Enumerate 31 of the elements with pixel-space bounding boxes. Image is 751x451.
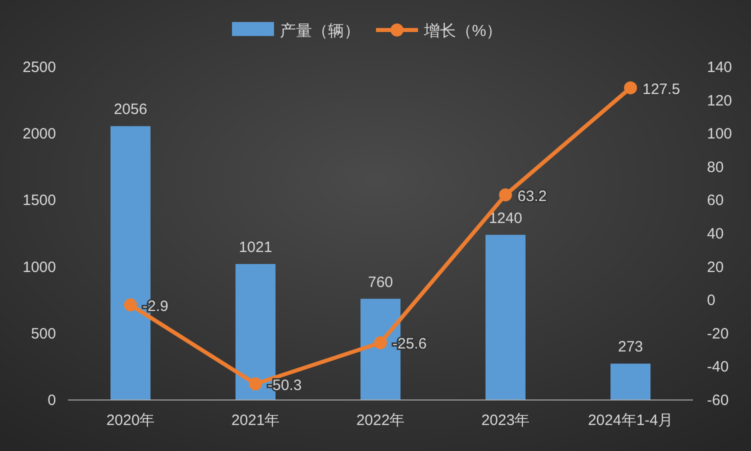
data-label: 63.2	[518, 188, 547, 205]
data-label: 273	[618, 338, 644, 356]
x-tick-label: 2021年	[231, 412, 280, 429]
data-label: 1240	[488, 210, 522, 227]
x-tick-label: 2023年	[481, 412, 530, 429]
y2-tick-label: -40	[707, 358, 729, 376]
y2-tick-label: 120	[707, 92, 732, 110]
y2-tick-label: 0	[707, 292, 716, 310]
y2-tick-label: 80	[707, 158, 724, 176]
y-tick-label: 2000	[22, 126, 56, 143]
y2-tick-label: 60	[707, 192, 724, 210]
data-label: 2056	[114, 101, 148, 118]
y2-tick-label: 40	[707, 226, 724, 242]
x-tick-label: 2024年1-4月	[588, 412, 674, 429]
y2-tick-label: -20	[707, 325, 729, 342]
y-tick-label: 500	[30, 325, 56, 342]
y2-tick-label: 100	[707, 126, 732, 143]
y-tick-label: 2500	[22, 59, 56, 76]
data-label: 760	[368, 274, 394, 291]
y2-tick-label: 140	[707, 59, 732, 76]
x-tick-label: 2022年	[356, 412, 405, 429]
y2-tick-label: -60	[707, 392, 729, 409]
x-tick-label: 2020年	[106, 412, 155, 429]
y-tick-label: 1000	[22, 258, 56, 276]
y-tick-label: 1500	[22, 192, 56, 210]
y2-tick-label: 20	[707, 258, 724, 276]
data-label: 1021	[238, 239, 272, 256]
legend-label: 产量（辆）	[280, 22, 360, 40]
data-label: 127.5	[642, 80, 680, 98]
y-tick-label: 0	[48, 392, 56, 409]
legend-label: 增长（%）	[423, 22, 502, 40]
